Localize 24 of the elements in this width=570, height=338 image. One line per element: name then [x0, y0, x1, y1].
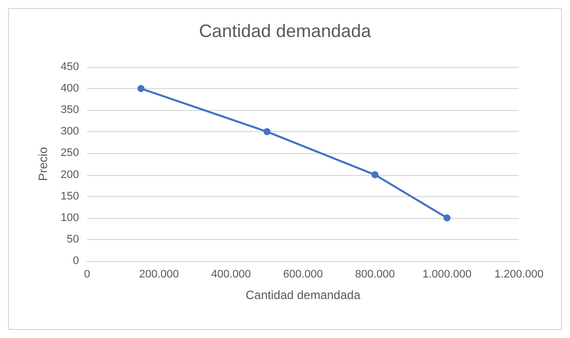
y-tick-label: 450: [60, 61, 79, 73]
point: [372, 171, 378, 178]
x-tick-label: 200.000: [139, 268, 179, 280]
x-tick-label: 800.000: [355, 268, 395, 280]
point: [444, 214, 450, 222]
y-tick-label: 0: [72, 255, 79, 267]
y-tick-label: 350: [60, 104, 79, 116]
x-tick-label: 1.000.000: [422, 268, 472, 280]
y-tick-label: 50: [66, 233, 79, 246]
x-tick-label: 1.200.000: [494, 268, 544, 280]
point: [264, 128, 270, 136]
chart-title: Cantidad demandada: [198, 21, 372, 41]
y-tick-label: 400: [60, 82, 79, 95]
x-tick-label: 0: [84, 268, 90, 280]
y-tick-label: 200: [60, 168, 79, 181]
x-axis-title: Cantidad demandada: [246, 288, 361, 302]
x-tick-label: 400.000: [211, 268, 251, 280]
x-tick-label: 600.000: [283, 268, 323, 280]
y-tick-label: 300: [60, 126, 79, 138]
y-tick-label: 150: [60, 190, 79, 202]
y-tick-label: 250: [60, 147, 79, 160]
y-axis-title: Precio: [36, 146, 50, 182]
y-tick-label: 100: [60, 212, 79, 224]
point: [138, 85, 144, 92]
